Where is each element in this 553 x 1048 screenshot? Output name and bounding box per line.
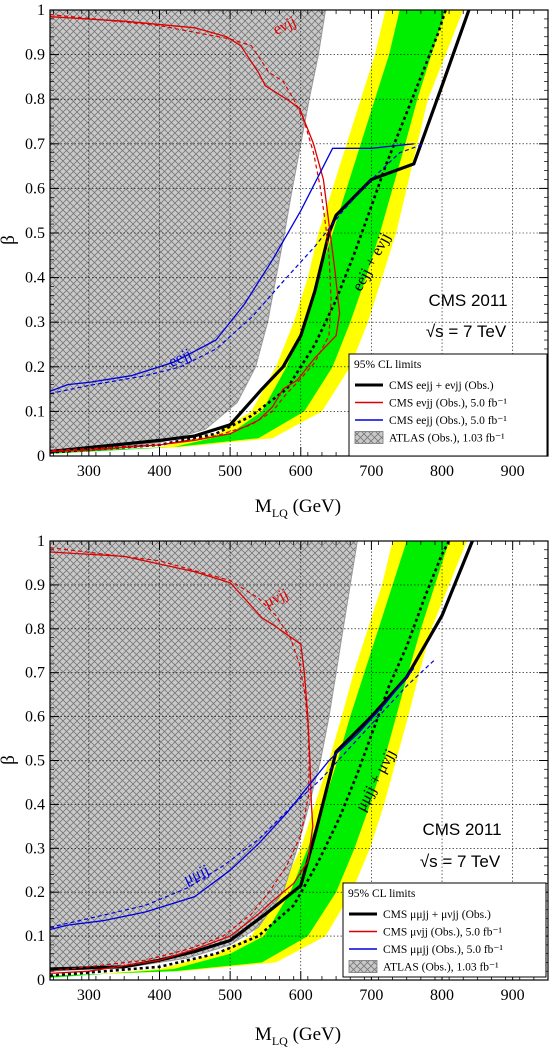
x-tick-label: 900 bbox=[501, 987, 525, 1004]
x-tick-label: 400 bbox=[147, 463, 171, 480]
x-tick-label: 500 bbox=[218, 987, 242, 1004]
band-2sigma bbox=[50, 541, 467, 978]
series-line-5 bbox=[50, 659, 436, 928]
series-line-2 bbox=[50, 16, 341, 453]
x-axis-title: MLQ (GeV) bbox=[255, 1024, 341, 1048]
y-tick-label: 0.1 bbox=[25, 928, 45, 945]
x-tick-label: 300 bbox=[77, 987, 101, 1004]
x-tick-label: 600 bbox=[289, 987, 313, 1004]
y-tick-label: 0.7 bbox=[25, 665, 45, 682]
y-tick-label: 0.3 bbox=[25, 840, 45, 857]
series-line-3 bbox=[50, 13, 332, 452]
series-line-1 bbox=[50, 541, 451, 977]
legend-header: 95% CL limits bbox=[348, 888, 416, 900]
y-tick-label: 0.5 bbox=[25, 225, 45, 242]
y-tick-label: 0.1 bbox=[25, 403, 45, 420]
legend-entry: CMS eejj + eνjj (Obs.) bbox=[389, 380, 494, 392]
y-tick-label: 0.4 bbox=[25, 796, 45, 813]
y-tick-label: 1 bbox=[37, 533, 45, 550]
energy-label: √s = 7 TeV bbox=[426, 322, 507, 341]
legend-entry: ATLAS (Obs.), 1.03 fb⁻¹ bbox=[389, 433, 505, 445]
x-tick-label: 400 bbox=[147, 987, 171, 1004]
band-1sigma bbox=[50, 541, 450, 978]
y-tick-label: 0.4 bbox=[25, 270, 45, 287]
series-line-4 bbox=[50, 667, 415, 931]
y-tick-label: 0.2 bbox=[25, 884, 45, 901]
y-tick-label: 0.5 bbox=[25, 753, 45, 770]
series-line-3 bbox=[50, 547, 310, 972]
legend: 95% CL limits CMS eejj + eνjj (Obs.) CMS e… bbox=[348, 353, 548, 457]
y-tick-label: 0.8 bbox=[25, 621, 45, 638]
y-tick-label: 0.6 bbox=[25, 709, 45, 726]
series-line-4 bbox=[50, 143, 414, 392]
x-tick-label: 300 bbox=[77, 463, 101, 480]
x-tick-label: 700 bbox=[359, 463, 383, 480]
y-tick-label: 0.6 bbox=[25, 180, 45, 197]
y-tick-label: 0 bbox=[37, 448, 45, 465]
legend-entry: CMS eejj (Obs.), 5.0 fb⁻¹ bbox=[389, 415, 507, 427]
legend: 95% CL limits CMS μμjj + μνjj (Obs.) CMS μ… bbox=[342, 882, 547, 978]
y-tick-label: 0 bbox=[37, 972, 45, 989]
y-tick-label: 1 bbox=[37, 2, 45, 19]
legend-entry: CMS μνjj (Obs.), 5.0 fb⁻¹ bbox=[383, 927, 503, 939]
cms-title: CMS 2011 bbox=[422, 820, 501, 839]
legend-entry: CMS μμjj + μνjj (Obs.) bbox=[383, 909, 491, 921]
energy-label: √s = 7 TeV bbox=[420, 852, 501, 871]
y-tick-label: 0.2 bbox=[25, 359, 45, 376]
x-tick-label: 800 bbox=[430, 987, 454, 1004]
x-tick-label: 500 bbox=[218, 463, 242, 480]
legend-entry: ATLAS (Obs.), 1.03 fb⁻¹ bbox=[383, 962, 499, 974]
x-axis-title: MLQ (GeV) bbox=[255, 496, 341, 520]
band-1sigma bbox=[50, 10, 446, 454]
legend-header: 95% CL limits bbox=[354, 359, 422, 371]
y-axis-title: β bbox=[0, 755, 19, 765]
series-line-1 bbox=[50, 10, 447, 454]
y-axis-title: β bbox=[0, 235, 19, 245]
cms-title: CMS 2011 bbox=[428, 291, 507, 310]
y-tick-label: 0.7 bbox=[25, 136, 45, 153]
series-line-0 bbox=[50, 10, 471, 454]
legend-swatch bbox=[348, 960, 378, 973]
x-tick-label: 600 bbox=[289, 463, 313, 480]
x-tick-label: 800 bbox=[430, 463, 454, 480]
y-tick-label: 0.3 bbox=[25, 314, 45, 331]
legend-swatch bbox=[354, 431, 384, 444]
y-tick-label: 0.9 bbox=[25, 47, 45, 64]
x-tick-label: 900 bbox=[501, 463, 525, 480]
legend-entry: CMS μμjj (Obs.), 5.0 fb⁻¹ bbox=[383, 944, 503, 956]
series-line-5 bbox=[50, 143, 425, 395]
y-tick-label: 0.9 bbox=[25, 577, 45, 594]
band-2sigma bbox=[50, 10, 464, 454]
y-tick-label: 0.8 bbox=[25, 91, 45, 108]
x-tick-label: 700 bbox=[359, 987, 383, 1004]
legend-entry: CMS eνjj (Obs.), 5.0 fb⁻¹ bbox=[389, 398, 507, 410]
